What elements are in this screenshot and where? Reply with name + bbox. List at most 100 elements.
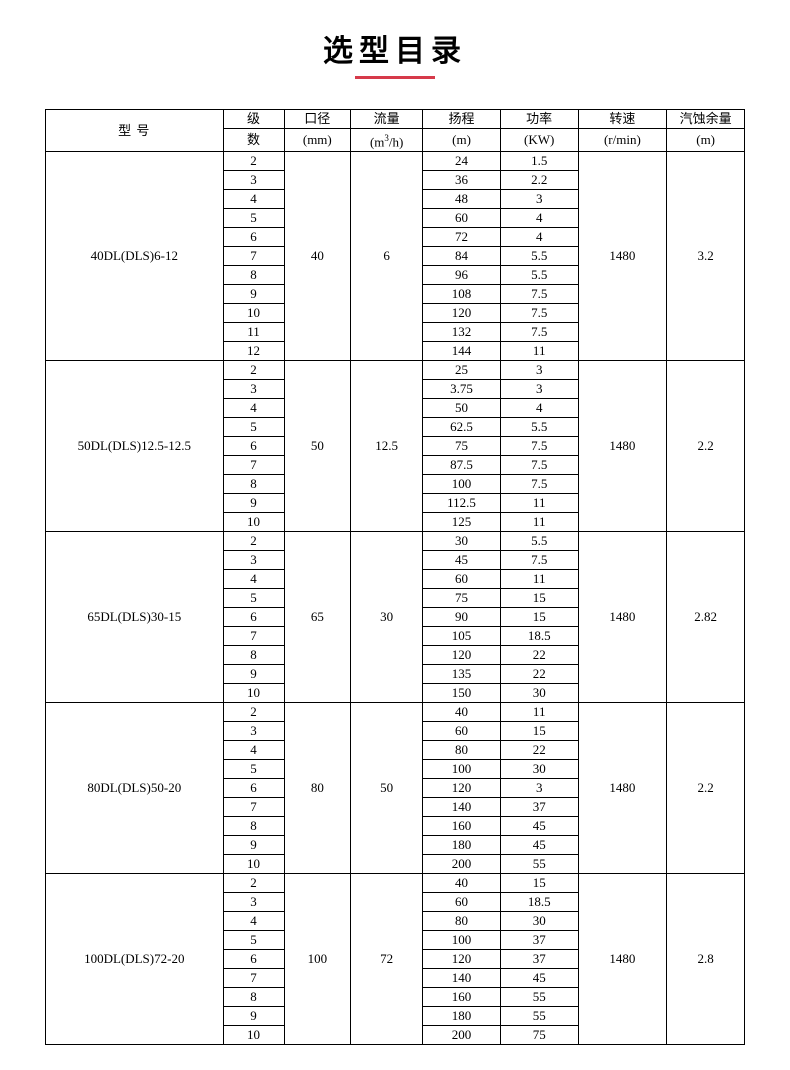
- cell-head: 45: [423, 551, 501, 570]
- cell-power: 5.5: [500, 247, 578, 266]
- table-row: 100DL(DLS)72-20210072401514802.8: [46, 874, 745, 893]
- cell-head: 120: [423, 304, 501, 323]
- cell-stage: 2: [223, 532, 284, 551]
- cell-stage: 10: [223, 855, 284, 874]
- cell-flow: 50: [351, 703, 423, 874]
- cell-stage: 6: [223, 437, 284, 456]
- cell-power: 45: [500, 969, 578, 988]
- cell-head: 62.5: [423, 418, 501, 437]
- header-model: 型 号: [46, 110, 224, 152]
- cell-stage: 3: [223, 380, 284, 399]
- cell-stage: 5: [223, 418, 284, 437]
- cell-power: 22: [500, 741, 578, 760]
- cell-power: 7.5: [500, 304, 578, 323]
- header-head-unit: (m): [423, 129, 501, 152]
- cell-power: 22: [500, 646, 578, 665]
- cell-power: 3: [500, 380, 578, 399]
- cell-power: 1.5: [500, 152, 578, 171]
- cell-stage: 7: [223, 798, 284, 817]
- table-row: 65DL(DLS)30-1526530305.514802.82: [46, 532, 745, 551]
- cell-power: 7.5: [500, 323, 578, 342]
- header-npsh-top: 汽蚀余量: [667, 110, 745, 129]
- header-flow-top: 流量: [351, 110, 423, 129]
- cell-flow: 12.5: [351, 361, 423, 532]
- cell-stage: 7: [223, 456, 284, 475]
- cell-stage: 8: [223, 266, 284, 285]
- cell-head: 112.5: [423, 494, 501, 513]
- cell-head: 140: [423, 969, 501, 988]
- cell-head: 108: [423, 285, 501, 304]
- cell-power: 30: [500, 912, 578, 931]
- cell-stage: 9: [223, 285, 284, 304]
- cell-model: 40DL(DLS)6-12: [46, 152, 224, 361]
- cell-power: 18.5: [500, 893, 578, 912]
- header-speed-top: 转速: [578, 110, 667, 129]
- header-stage-unit: 数: [223, 129, 284, 152]
- cell-stage: 10: [223, 513, 284, 532]
- header-stage-top: 级: [223, 110, 284, 129]
- header-npsh-unit: (m): [667, 129, 745, 152]
- cell-power: 22: [500, 665, 578, 684]
- cell-power: 15: [500, 608, 578, 627]
- cell-power: 5.5: [500, 532, 578, 551]
- cell-power: 15: [500, 589, 578, 608]
- cell-power: 55: [500, 1007, 578, 1026]
- cell-head: 180: [423, 836, 501, 855]
- cell-head: 120: [423, 779, 501, 798]
- cell-stage: 10: [223, 1026, 284, 1045]
- cell-speed: 1480: [578, 874, 667, 1045]
- cell-stage: 3: [223, 551, 284, 570]
- cell-head: 105: [423, 627, 501, 646]
- cell-power: 7.5: [500, 456, 578, 475]
- cell-power: 45: [500, 836, 578, 855]
- cell-head: 200: [423, 855, 501, 874]
- cell-stage: 9: [223, 494, 284, 513]
- cell-head: 135: [423, 665, 501, 684]
- cell-head: 150: [423, 684, 501, 703]
- table-body: 40DL(DLS)6-122406241.514803.23362.244835…: [46, 152, 745, 1045]
- cell-head: 132: [423, 323, 501, 342]
- cell-power: 7.5: [500, 437, 578, 456]
- cell-power: 5.5: [500, 266, 578, 285]
- table-row: 40DL(DLS)6-122406241.514803.2: [46, 152, 745, 171]
- cell-stage: 7: [223, 247, 284, 266]
- cell-head: 180: [423, 1007, 501, 1026]
- cell-power: 7.5: [500, 551, 578, 570]
- cell-stage: 9: [223, 1007, 284, 1026]
- header-dia-top: 口径: [284, 110, 351, 129]
- cell-head: 75: [423, 437, 501, 456]
- cell-head: 40: [423, 703, 501, 722]
- cell-stage: 3: [223, 893, 284, 912]
- cell-stage: 3: [223, 171, 284, 190]
- cell-power: 11: [500, 342, 578, 361]
- cell-head: 24: [423, 152, 501, 171]
- cell-power: 3: [500, 190, 578, 209]
- cell-stage: 2: [223, 152, 284, 171]
- cell-head: 144: [423, 342, 501, 361]
- cell-flow: 30: [351, 532, 423, 703]
- cell-stage: 7: [223, 627, 284, 646]
- cell-power: 4: [500, 228, 578, 247]
- cell-power: 30: [500, 684, 578, 703]
- cell-diameter: 100: [284, 874, 351, 1045]
- cell-flow: 6: [351, 152, 423, 361]
- cell-stage: 8: [223, 988, 284, 1007]
- cell-stage: 10: [223, 304, 284, 323]
- cell-head: 120: [423, 646, 501, 665]
- cell-power: 11: [500, 513, 578, 532]
- cell-stage: 4: [223, 570, 284, 589]
- cell-stage: 4: [223, 399, 284, 418]
- cell-npsh: 2.82: [667, 532, 745, 703]
- cell-power: 75: [500, 1026, 578, 1045]
- cell-power: 2.2: [500, 171, 578, 190]
- cell-model: 80DL(DLS)50-20: [46, 703, 224, 874]
- cell-diameter: 65: [284, 532, 351, 703]
- cell-power: 11: [500, 494, 578, 513]
- cell-npsh: 3.2: [667, 152, 745, 361]
- cell-stage: 9: [223, 665, 284, 684]
- cell-head: 87.5: [423, 456, 501, 475]
- cell-stage: 5: [223, 931, 284, 950]
- cell-diameter: 80: [284, 703, 351, 874]
- cell-head: 48: [423, 190, 501, 209]
- title-underline: [355, 76, 435, 79]
